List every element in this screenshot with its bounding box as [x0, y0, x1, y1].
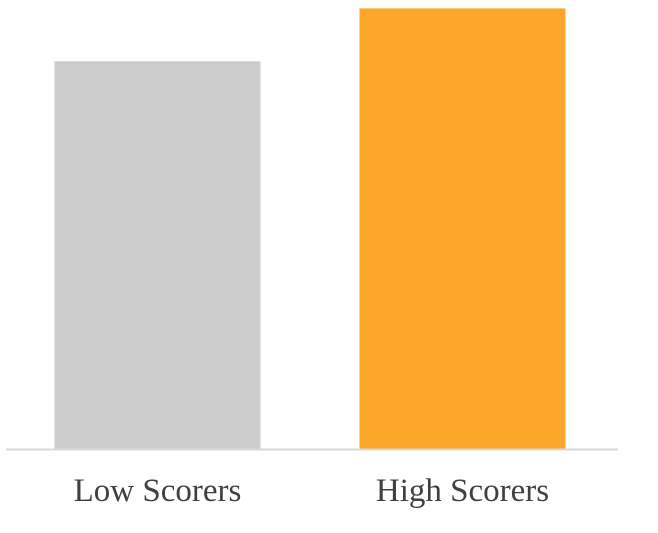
bar-low-scorers	[54, 61, 261, 450]
bars-group	[54, 8, 566, 450]
x-tick-label: High Scorers	[376, 473, 549, 509]
tick-labels-group: Low Scorers High Scorers	[74, 473, 549, 509]
bar-high-scorers	[359, 8, 566, 449]
x-tick-label: Low Scorers	[74, 473, 242, 509]
